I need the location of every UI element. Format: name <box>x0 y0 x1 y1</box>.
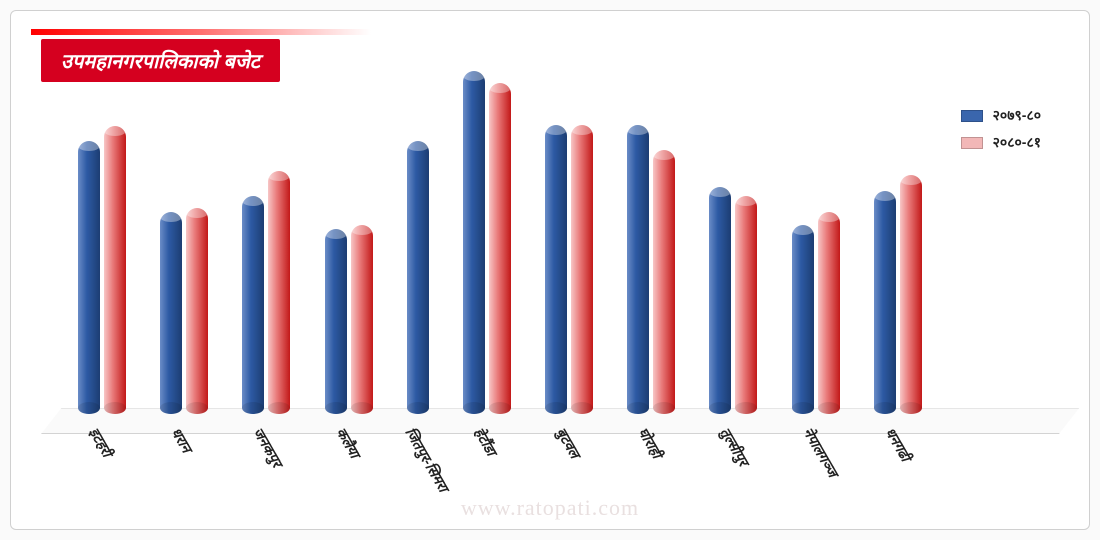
bar <box>571 125 593 408</box>
legend-label: २०७९-८० <box>993 106 1041 125</box>
title-accent-strip <box>31 29 371 35</box>
budget-bar-chart: इटहरी धरान जनकपुर कलैया जितपुर-सिमरा हेटौंडा ब… <box>41 66 1059 489</box>
bar <box>627 125 649 408</box>
legend-label: २०८०-८१ <box>993 133 1041 152</box>
bar <box>407 141 429 408</box>
bar-groups-container: इटहरी धरान जनकपुर कलैया जितपुर-सिमरा हेटौंडा ब… <box>61 66 939 408</box>
bar-group: धरान <box>160 208 208 408</box>
bar-group: नेपालगञ्ज <box>792 212 840 408</box>
bar <box>709 187 731 408</box>
bar-group: बुटवल <box>545 125 593 408</box>
bar <box>351 225 373 408</box>
bar <box>78 141 100 408</box>
bar-group: इटहरी <box>78 126 126 408</box>
bar <box>818 212 840 408</box>
bar <box>325 229 347 408</box>
bar-group: जितपुर-सिमरा <box>407 141 429 408</box>
bar <box>242 196 264 409</box>
category-label: जितपुर-सिमरा <box>400 424 452 495</box>
legend-swatch <box>961 137 983 149</box>
legend: २०७९-८० २०८०-८१ <box>961 106 1041 160</box>
bar <box>545 125 567 408</box>
legend-swatch <box>961 110 983 122</box>
chart-frame: उपमहानगरपालिकाको बजेट इटहरी धरान जनकपुर कलै… <box>10 10 1090 530</box>
bar <box>463 71 485 409</box>
bar <box>186 208 208 408</box>
bar <box>792 225 814 408</box>
legend-item: २०७९-८० <box>961 106 1041 125</box>
legend-item: २०८०-८१ <box>961 133 1041 152</box>
bar-group: तुल्सीपुर <box>709 187 757 408</box>
bar-group: हेटौंडा <box>463 71 511 409</box>
bar <box>104 126 126 408</box>
bar-group: कलैया <box>325 225 373 408</box>
bar <box>160 212 182 408</box>
bar-group: जनकपुर <box>242 171 290 409</box>
bar <box>900 175 922 408</box>
bar <box>653 150 675 408</box>
bar <box>268 171 290 409</box>
bar <box>874 191 896 408</box>
watermark: www.ratopati.com <box>11 495 1089 521</box>
chart-title: उपमहानगरपालिकाको बजेट <box>41 39 280 82</box>
bar <box>735 196 757 409</box>
bar-group: घोराही <box>627 125 675 408</box>
bar-group: धनगढी <box>874 175 922 408</box>
bar <box>489 83 511 408</box>
